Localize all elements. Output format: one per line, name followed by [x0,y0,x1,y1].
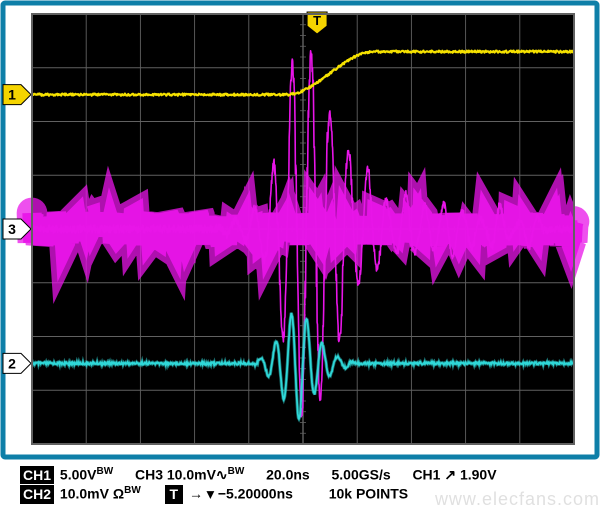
ch2-scale: 10.0mV [60,486,109,502]
oscilloscope-screenshot: 1 3 2 T CH1 5.00VBW CH3 10.0mV∿BW 20.0ns 5.… [0,0,600,510]
svg-text:1: 1 [8,87,16,103]
record-points: 10k POINTS [329,486,408,502]
delay-arrow: → ▾ [189,486,214,502]
trig-src: CH1 [412,467,440,483]
svg-text:T: T [313,13,321,28]
svg-text:3: 3 [8,221,16,237]
delay-box: T [165,485,184,504]
ch2-box: CH2 [20,485,54,504]
readout-panel: CH1 5.00VBW CH3 10.0mV∿BW 20.0ns 5.00GS/… [20,465,497,504]
ch1-scale: 5.00V [60,467,97,483]
sample-rate: 5.00GS/s [332,467,391,483]
ch3-label: CH3 [135,467,163,483]
delay-value: −5.20000ns [218,486,293,502]
scope-display: 1 3 2 T [0,0,600,510]
svg-text:2: 2 [8,355,16,371]
ch1-box: CH1 [20,466,54,485]
watermark: www.elecfans.com [435,489,600,510]
trig-slope: ↗ [444,467,456,483]
trig-level: 1.90V [460,467,497,483]
timebase: 20.0ns [266,467,310,483]
ch3-scale: 10.0mV [167,467,216,483]
